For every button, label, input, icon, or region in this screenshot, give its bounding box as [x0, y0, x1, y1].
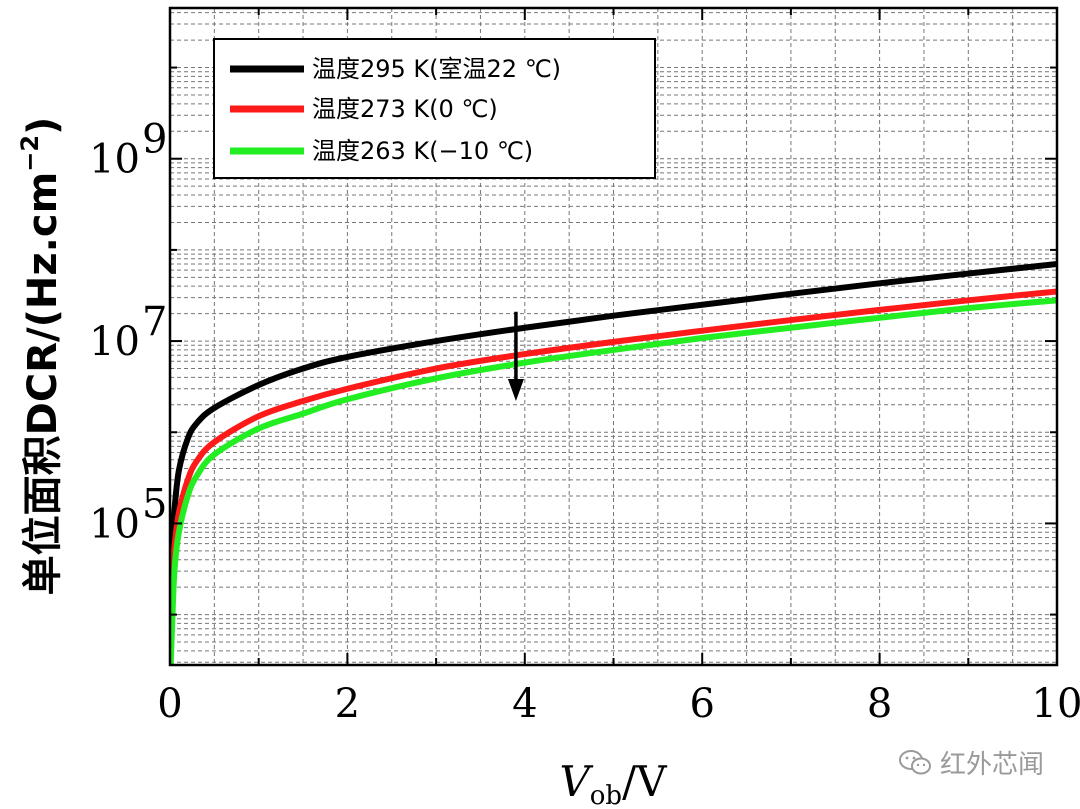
y-axis-label-tail: )	[20, 117, 66, 135]
wechat-icon	[898, 749, 931, 774]
y-tick-label-2: 10	[89, 137, 140, 183]
x-axis-label-unit: /V	[622, 757, 667, 806]
axis-ticks	[169, 8, 1058, 665]
y-tick-label-exp-1: 7	[142, 299, 167, 345]
x-tick-labels: 0 2 4 6 8 10	[157, 681, 1080, 727]
y-tick-label-exp-0: 5	[142, 481, 167, 527]
y-tick-label-exp-2: 9	[142, 117, 167, 163]
annotation-arrow-head-0	[507, 379, 524, 402]
legend-label-1: 温度273 K(0 ℃)	[312, 95, 498, 123]
watermark-text: 红外芯闻	[939, 750, 1044, 780]
x-tick-label-1: 2	[335, 681, 360, 727]
x-axis-label-sub: ob	[590, 781, 622, 809]
y-axis-label-sup: −2	[16, 135, 44, 172]
y-tick-label-1: 10	[89, 319, 140, 365]
x-tick-label-4: 8	[867, 681, 892, 727]
x-axis-label-var: V	[559, 757, 593, 806]
series-layer	[170, 261, 1057, 665]
y-axis-label-main: 单位面积DCR/(Hz.cm	[20, 172, 66, 596]
y-axis-label: 单位面积DCR/(Hz.cm−2)	[16, 117, 66, 596]
x-tick-label-3: 6	[689, 681, 714, 727]
watermark: 红外芯闻	[898, 744, 1044, 781]
legend-label-0: 温度295 K(室温22 ℃)	[312, 55, 561, 83]
y-tick-label-0: 10	[89, 501, 140, 547]
series-line-1	[170, 288, 1057, 665]
annotation-layer	[507, 311, 524, 402]
series-line-2	[170, 297, 1057, 665]
series-line-0	[170, 261, 1057, 665]
x-tick-label-5: 10	[1032, 681, 1080, 727]
x-axis-label: Vob/V	[559, 757, 667, 809]
legend-label-2: 温度263 K(−10 ℃)	[312, 137, 533, 165]
legend: 温度295 K(室温22 ℃) 温度273 K(0 ℃) 温度263 K(−10…	[213, 38, 656, 179]
x-tick-label-2: 4	[512, 681, 537, 727]
x-tick-label-0: 0	[157, 681, 182, 727]
